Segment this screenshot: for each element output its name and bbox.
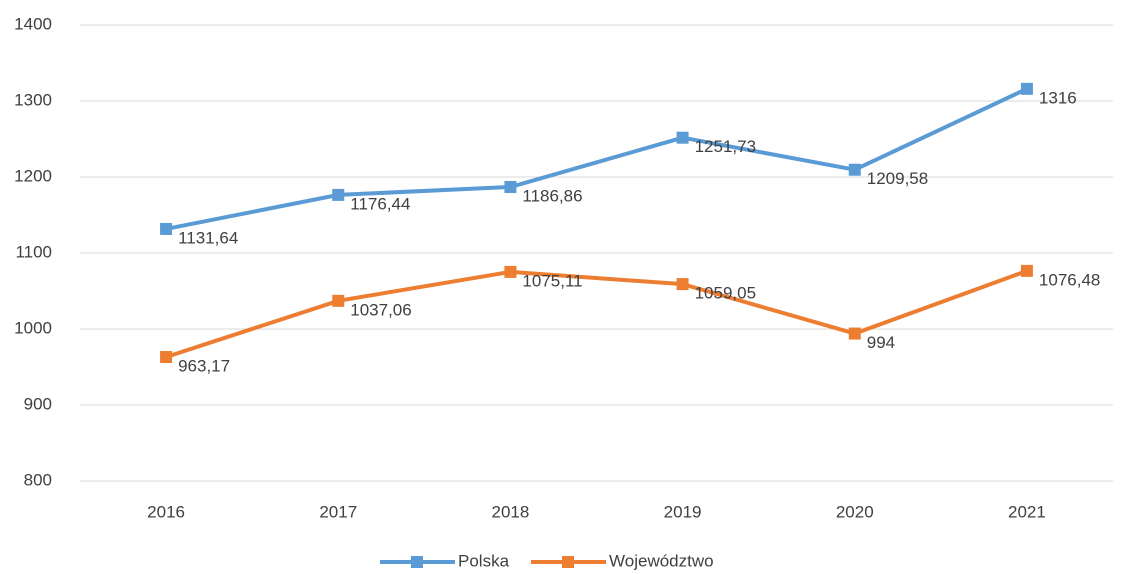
data-label: 1076,48 (1039, 270, 1100, 289)
legend-marker (411, 556, 423, 568)
data-label: 1209,58 (867, 169, 928, 188)
y-tick-label: 1300 (14, 90, 52, 109)
legend-label: Województwo (609, 551, 714, 570)
x-tick-label: 2020 (836, 502, 874, 521)
marker (848, 327, 861, 340)
marker (676, 278, 689, 291)
x-tick-label: 2021 (1008, 502, 1046, 521)
x-tick-label: 2018 (492, 502, 530, 521)
marker (504, 180, 517, 193)
y-tick-label: 1200 (14, 166, 52, 185)
marker (1020, 82, 1033, 95)
x-tick-label: 2017 (319, 502, 357, 521)
data-label: 994 (867, 333, 895, 352)
legend-marker (562, 556, 575, 568)
series-line (165, 268, 1028, 359)
data-label: 1186,86 (522, 186, 582, 205)
y-tick-label: 1400 (14, 14, 52, 33)
marker (676, 131, 689, 144)
legend-label: Polska (458, 551, 510, 570)
marker (504, 265, 517, 278)
data-label: 1037,06 (350, 300, 411, 319)
marker (160, 350, 173, 363)
data-label: 1059,05 (695, 284, 756, 303)
data-label: 1251,73 (695, 137, 756, 156)
x-tick-label: 2016 (147, 502, 185, 521)
data-label: 1176,44 (350, 194, 410, 213)
y-tick-label: 1100 (15, 242, 52, 261)
marker (332, 294, 345, 307)
data-label: 963,17 (178, 356, 230, 375)
y-tick-label: 800 (24, 470, 52, 489)
marker (1020, 264, 1033, 277)
data-label: 1131,64 (178, 228, 238, 247)
x-tick-label: 2019 (664, 502, 702, 521)
data-label: 1316 (1039, 88, 1077, 107)
data-label: 1075,11 (522, 271, 582, 290)
marker (848, 163, 861, 176)
y-tick-label: 1000 (14, 318, 52, 337)
y-tick-label: 900 (24, 394, 52, 413)
marker (160, 222, 173, 235)
marker (332, 188, 345, 201)
series-line (165, 87, 1028, 231)
